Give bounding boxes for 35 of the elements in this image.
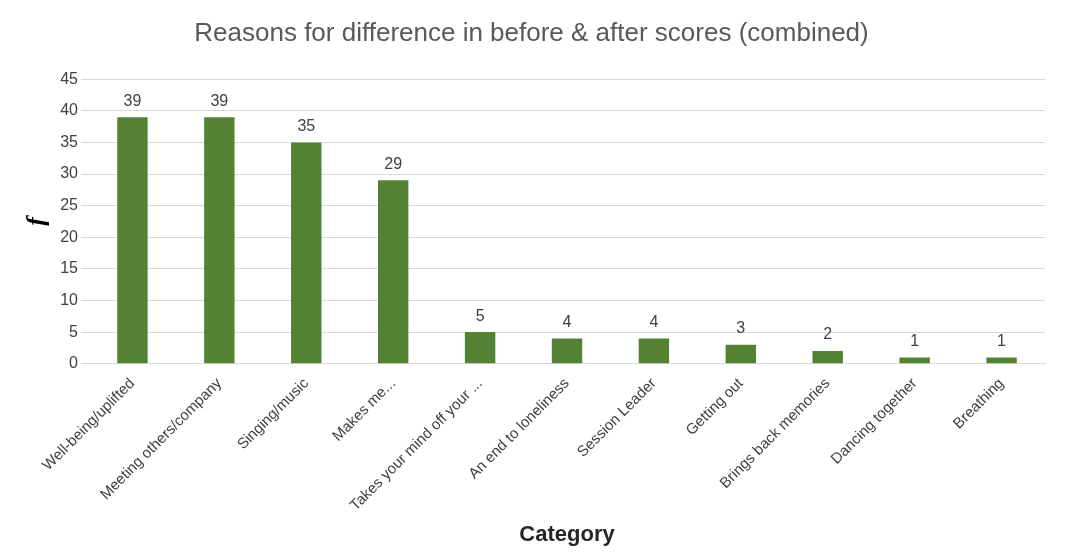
y-tick-label: 10 bbox=[60, 290, 79, 308]
x-axis-title: Category bbox=[519, 520, 616, 546]
bar bbox=[899, 357, 930, 364]
y-tick-label: 45 bbox=[60, 69, 79, 87]
data-label: 1 bbox=[997, 331, 1007, 349]
bar bbox=[291, 142, 322, 364]
y-tick-label: 40 bbox=[60, 101, 79, 119]
bar bbox=[812, 351, 843, 364]
data-label: 2 bbox=[823, 325, 833, 343]
y-tick-label: 30 bbox=[60, 164, 79, 182]
data-label: 39 bbox=[123, 91, 142, 109]
y-tick-label: 5 bbox=[69, 322, 79, 340]
data-label: 4 bbox=[649, 312, 659, 330]
bar bbox=[638, 338, 670, 364]
y-tick-label: 20 bbox=[60, 227, 79, 245]
data-label: 29 bbox=[384, 154, 403, 172]
y-tick-label: 35 bbox=[60, 132, 79, 150]
y-tick-label: 0 bbox=[69, 354, 79, 372]
bar bbox=[725, 344, 757, 364]
bar bbox=[377, 180, 409, 364]
data-label: 35 bbox=[297, 116, 316, 134]
bar bbox=[551, 338, 583, 364]
chart-title: Reasons for difference in before & after scores (combined) bbox=[194, 16, 869, 47]
bar bbox=[986, 357, 1017, 364]
data-label: 5 bbox=[475, 306, 485, 324]
data-label: 4 bbox=[562, 312, 572, 330]
bar bbox=[117, 117, 148, 364]
data-label: 3 bbox=[736, 319, 746, 337]
bar bbox=[204, 117, 235, 364]
y-tick-label: 25 bbox=[60, 196, 79, 214]
data-label: 1 bbox=[910, 331, 920, 349]
y-tick-label: 15 bbox=[60, 259, 79, 277]
y-axis-title: f bbox=[21, 214, 51, 226]
bar bbox=[464, 332, 496, 364]
data-label: 39 bbox=[210, 91, 229, 109]
